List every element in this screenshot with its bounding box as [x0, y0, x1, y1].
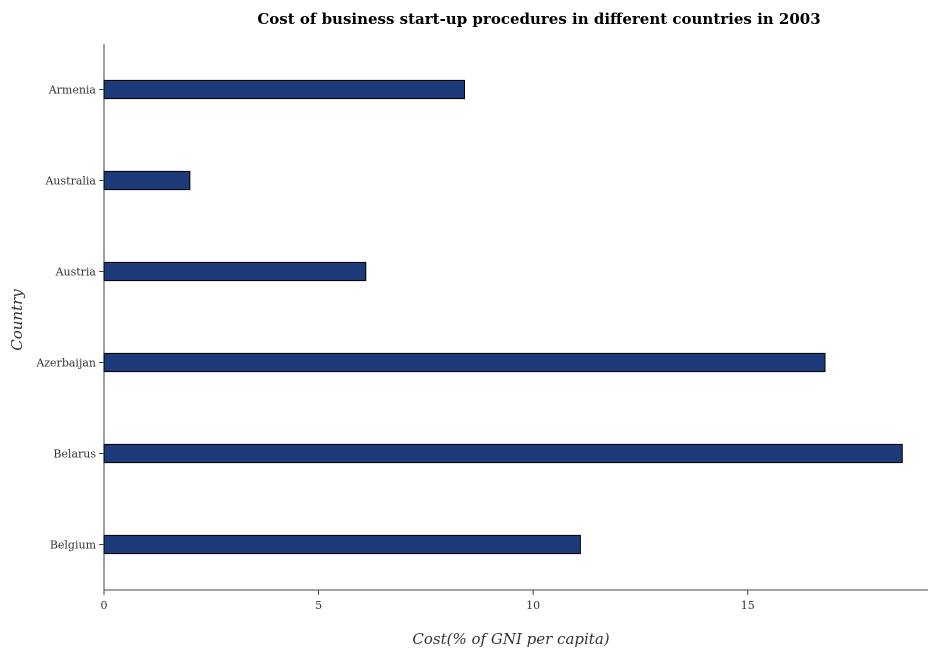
y-tick-label: Azerbaijan: [35, 357, 96, 370]
bar-australia: [103, 170, 191, 191]
y-tick-label: Belgium: [50, 539, 97, 552]
x-axis-title: Cost(% of GNI per capita): [412, 630, 609, 648]
x-tick-label: 10: [526, 599, 540, 612]
y-tick-label: Austria: [55, 266, 97, 279]
bar-belarus: [103, 443, 903, 464]
y-tick-label: Armenia: [48, 84, 97, 97]
bar-armenia: [103, 79, 465, 100]
plot-area: Armenia Australia Austria Azerbaijan Belarus…: [35, 44, 928, 612]
x-tick-label: 15: [741, 599, 755, 612]
bar-azerbaijan: [103, 352, 826, 373]
y-tick-label: Belarus: [53, 448, 96, 461]
x-tick-label: 0: [101, 599, 108, 612]
chart-title: Cost of business start-up procedures in …: [257, 10, 820, 28]
x-tick-label: 5: [315, 599, 322, 612]
y-tick-label: Australia: [44, 175, 96, 188]
y-axis-title: Country: [8, 289, 26, 351]
bar-austria: [103, 261, 367, 282]
bar-belgium: [103, 534, 581, 555]
